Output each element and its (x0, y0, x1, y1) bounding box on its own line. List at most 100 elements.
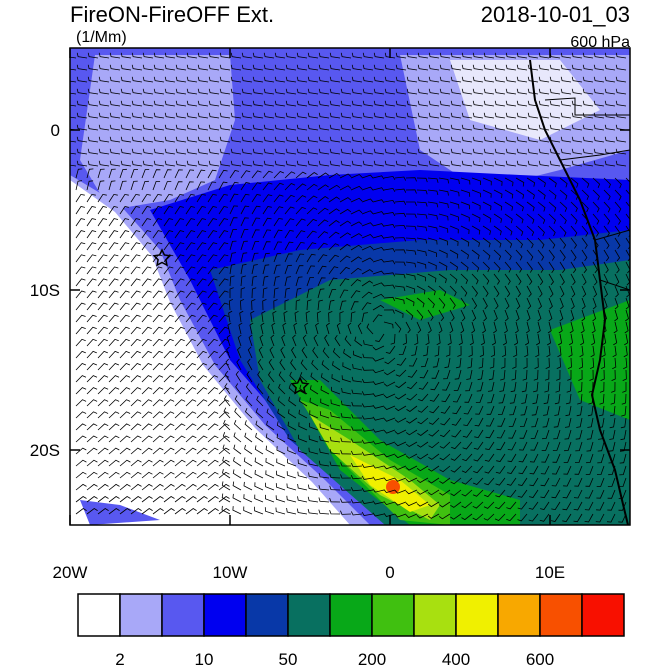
wind-barb (163, 230, 174, 239)
wind-barb (438, 273, 447, 284)
wind-barb (196, 399, 208, 407)
wind-barb (599, 393, 605, 405)
wind-barb (120, 88, 132, 95)
wind-barb (175, 88, 187, 95)
wind-barb (603, 237, 610, 250)
wind-barb (351, 438, 363, 443)
wind-barb (295, 241, 305, 251)
wind-barb (318, 52, 330, 59)
wind-barb (506, 501, 517, 510)
wind-barb (509, 405, 517, 416)
wind-barb (515, 297, 521, 310)
wind-barb (263, 124, 275, 131)
wind-barb (97, 302, 108, 311)
wind-barb (185, 206, 195, 215)
wind-barb (174, 338, 185, 347)
wind-barb (623, 357, 628, 370)
wind-barb (471, 225, 481, 235)
wind-barb (306, 183, 318, 191)
wind-barb (86, 338, 97, 347)
field-region (450, 60, 600, 140)
wind-barb (593, 88, 605, 95)
wind-barb (560, 112, 572, 119)
wind-barb (587, 417, 594, 428)
wind-barb (351, 160, 363, 167)
wind-barb (406, 148, 418, 155)
wind-barb (526, 261, 533, 273)
wind-barb (196, 459, 208, 467)
wind-barb (593, 148, 605, 155)
wind-barb (615, 52, 627, 59)
wind-barb (548, 285, 554, 298)
wind-barb (266, 408, 275, 419)
wind-barb (383, 296, 396, 302)
wind-barb (597, 453, 605, 464)
wind-barb (625, 201, 630, 213)
wind-barb (417, 64, 429, 71)
wind-barb (295, 276, 303, 287)
wind-barb (405, 189, 417, 194)
wind-barb (430, 381, 440, 391)
field-region (386, 480, 400, 494)
wind-barb (163, 508, 175, 515)
wind-barb (472, 136, 484, 143)
wind-barb (332, 361, 341, 371)
wind-barb (538, 136, 550, 143)
wind-barb (241, 160, 253, 167)
wind-barb (510, 381, 517, 393)
wind-barb (293, 322, 298, 335)
wind-barb (141, 483, 153, 491)
wind-barb (208, 160, 220, 167)
wind-barb (449, 177, 460, 185)
wind-barb (624, 321, 629, 334)
wind-barb (232, 481, 242, 491)
wind-barb (372, 440, 385, 445)
wind-barb (108, 387, 120, 395)
wind-barb (163, 302, 174, 311)
wind-barb (186, 52, 198, 59)
wind-barb (528, 513, 539, 522)
field-region (380, 290, 630, 420)
wind-barb (350, 244, 363, 251)
wind-barb (196, 278, 207, 287)
wind-barb (230, 112, 242, 119)
wind-barb (610, 393, 616, 405)
wind-barb (475, 393, 484, 403)
wind-barb (87, 88, 99, 95)
wind-barb (473, 453, 484, 462)
lat-label: 10S (30, 281, 60, 300)
wind-barb (471, 237, 480, 247)
wind-barb (449, 201, 460, 209)
wind-barb (196, 483, 208, 491)
wind-barb (575, 441, 583, 452)
wind-barb (558, 321, 563, 334)
wind-barb (548, 249, 555, 261)
wind-barb (75, 266, 86, 275)
wind-barb (526, 285, 532, 298)
wind-barb (472, 513, 484, 521)
wind-barb (564, 417, 572, 428)
wind-barb (533, 381, 539, 393)
wind-barb (394, 321, 402, 333)
wind-barb (241, 76, 253, 83)
wind-barb (286, 483, 297, 491)
wind-barb (164, 76, 176, 83)
wind-barb (185, 290, 196, 299)
wind-barb (222, 456, 231, 467)
wind-barb (615, 100, 627, 107)
wind-barb (141, 411, 153, 419)
wind-barb (372, 476, 385, 481)
wind-barb (109, 124, 121, 131)
wind-barb (590, 345, 595, 358)
wind-barb (372, 357, 385, 362)
wind-barb (449, 309, 455, 322)
wind-barb (153, 148, 165, 155)
wind-barb (70, 80, 77, 83)
wind-barb (152, 471, 164, 479)
wind-barb (70, 116, 77, 119)
wind-barb (416, 213, 428, 219)
wind-barb (306, 277, 315, 287)
wind-barb (574, 453, 583, 463)
wind-barb (153, 76, 165, 83)
wind-barb (555, 381, 561, 393)
